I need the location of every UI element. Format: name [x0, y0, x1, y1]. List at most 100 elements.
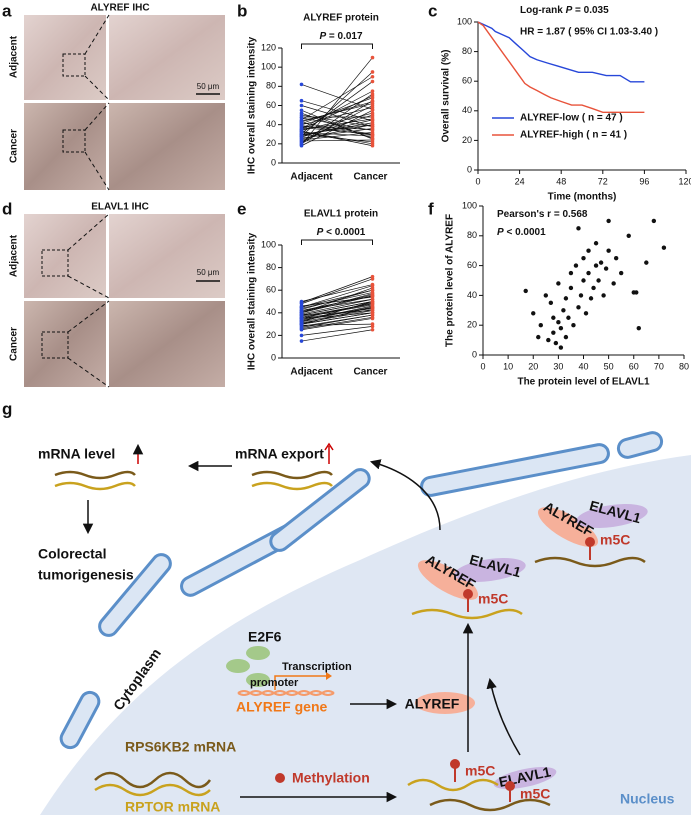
y-axis-label: IHC overall staining intensity: [247, 36, 258, 174]
y-tick-label: 80: [266, 81, 276, 91]
point: [611, 281, 616, 286]
up-arrow-head: [324, 442, 334, 451]
y-tick-label: 0: [472, 349, 477, 359]
point: [636, 325, 641, 331]
point: [568, 270, 574, 276]
point: [370, 111, 375, 115]
label: Methylation: [292, 770, 370, 786]
point: [634, 290, 639, 295]
y-tick-label: 80: [462, 46, 472, 56]
point: [370, 92, 375, 96]
point: [299, 103, 304, 108]
y-tick-label: 40: [266, 307, 276, 317]
x-tick-label: 10: [503, 361, 513, 371]
pair-line: [301, 298, 373, 315]
pair-line: [301, 301, 373, 316]
point: [299, 119, 304, 124]
panel-letter: d: [2, 199, 12, 218]
panel-letter: a: [2, 1, 12, 20]
row-label: Adjacent: [9, 234, 20, 277]
dna: [237, 690, 335, 696]
y-tick-label: 20: [467, 320, 477, 330]
point: [299, 134, 304, 138]
point: [370, 143, 375, 148]
mrna: [251, 470, 333, 480]
pair-line: [301, 276, 373, 303]
point: [576, 305, 581, 310]
x-tick-label: Adjacent: [290, 172, 333, 183]
point: [299, 316, 304, 321]
point: [581, 255, 586, 261]
x-tick-label: 60: [629, 361, 639, 371]
point: [558, 325, 564, 331]
point: [601, 293, 606, 298]
y-tick-label: 80: [467, 230, 477, 240]
point: [299, 313, 304, 317]
pair-line: [301, 95, 373, 130]
point: [299, 82, 304, 87]
x-tick-label: 48: [556, 176, 566, 186]
y-tick-label: 80: [266, 262, 276, 272]
point: [551, 315, 556, 320]
x-tick-label: 0: [480, 361, 485, 371]
y-tick-label: 0: [271, 157, 276, 167]
significance-bracket: [301, 239, 373, 245]
panel-letter: e: [237, 199, 246, 218]
point: [370, 99, 375, 104]
label: tumorigenesis: [38, 567, 134, 583]
pair-line: [301, 131, 373, 147]
point: [299, 141, 304, 145]
point: [370, 74, 375, 79]
micrograph: [109, 301, 225, 387]
y-tick-label: 60: [462, 76, 472, 86]
point: [531, 311, 536, 316]
nucleus-region: [40, 455, 691, 815]
mrna: [407, 778, 499, 792]
point: [523, 288, 528, 294]
arrow: [369, 459, 441, 531]
point: [583, 311, 589, 316]
mrna: [429, 798, 551, 812]
point: [556, 320, 561, 325]
zoom-box: [41, 331, 69, 359]
point: [598, 260, 604, 265]
point: [370, 117, 375, 121]
y-tick-label: 60: [266, 100, 276, 110]
point: [593, 263, 599, 268]
row-label: Cancer: [9, 327, 20, 361]
zoom-line: [67, 300, 110, 388]
pair-line: [301, 57, 373, 146]
pair-line: [301, 118, 373, 130]
pair-line: [301, 114, 373, 127]
x-tick-label: 50: [604, 361, 614, 371]
y-tick-label: 120: [261, 42, 276, 52]
pair-line: [301, 318, 373, 331]
annotation-part: P: [497, 227, 504, 238]
y-tick-label: 40: [462, 105, 472, 115]
pair-line: [301, 93, 373, 144]
point: [536, 334, 541, 340]
x-tick-label: Adjacent: [290, 367, 333, 378]
point: [588, 296, 594, 301]
y-axis-label: The protein level of ALYREF: [445, 214, 456, 347]
annotation: P = 0.017: [319, 31, 363, 42]
micrograph: [109, 103, 225, 190]
point: [558, 345, 564, 350]
label: RPS6KB2 mRNA: [125, 739, 236, 755]
point: [370, 96, 375, 100]
annotation-part: Pearson's r = 0.568: [497, 209, 588, 220]
point: [370, 327, 375, 332]
point: [578, 293, 584, 298]
micrograph: [24, 214, 106, 298]
point: [370, 138, 375, 142]
m5c-mark: [463, 589, 473, 599]
protein: [537, 507, 599, 547]
pair-line: [301, 71, 373, 137]
point: [370, 107, 375, 112]
x-tick-label: Cancer: [354, 172, 388, 183]
x-axis-label: The protein level of ELAVL1: [517, 377, 649, 388]
pair-line: [301, 329, 373, 342]
y-tick-label: 100: [261, 62, 276, 72]
point: [581, 278, 586, 283]
micrograph: [24, 103, 106, 190]
